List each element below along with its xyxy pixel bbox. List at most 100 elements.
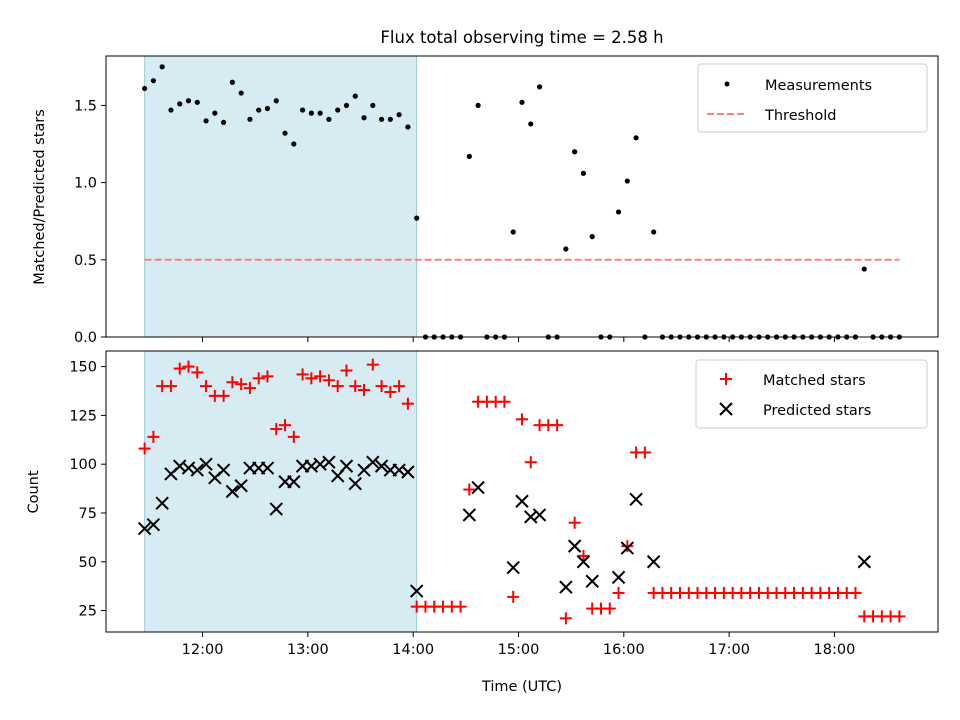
bottom-legend: Matched stars Predicted stars xyxy=(695,359,928,429)
matched-stars-point xyxy=(621,540,634,553)
measurements-point xyxy=(194,99,200,105)
legend-measurements-marker xyxy=(724,81,730,87)
matched-stars-point xyxy=(314,370,327,383)
measurements-point xyxy=(221,119,227,125)
measurements-point xyxy=(528,121,534,127)
bottom-y-axis-label: Count xyxy=(26,470,42,513)
matched-stars-point xyxy=(577,549,590,562)
predicted-stars-point xyxy=(225,484,240,499)
matched-stars-point xyxy=(305,372,318,385)
matched-stars-point xyxy=(401,397,414,410)
measurements-point xyxy=(273,98,279,104)
matched-stars-point xyxy=(638,446,651,459)
predicted-stars-point xyxy=(339,459,354,473)
measurements-point xyxy=(212,110,218,116)
measurements-point xyxy=(405,124,411,130)
matched-stars-point xyxy=(252,372,265,385)
predicted-stars-point xyxy=(269,502,283,516)
measurements-point xyxy=(247,116,253,122)
predicted-stars-point xyxy=(857,555,871,569)
measurements-point xyxy=(580,170,587,176)
matched-stars-point xyxy=(279,419,292,432)
predicted-stars-point xyxy=(585,574,599,588)
matched-stars-point xyxy=(226,376,239,389)
matched-stars-point xyxy=(331,380,344,393)
top-y-tick-label: 1.0 xyxy=(74,176,97,192)
predicted-stars-point xyxy=(216,463,231,477)
matched-stars-point xyxy=(893,610,906,623)
measurements-point xyxy=(387,116,393,122)
predicted-stars-point xyxy=(155,496,169,510)
bottom-y-tick-label: 25 xyxy=(79,604,97,620)
measurements-point xyxy=(291,141,297,147)
measurements-point xyxy=(326,116,332,122)
predicted-stars-point xyxy=(374,459,389,473)
predicted-stars-point xyxy=(532,508,547,522)
predicted-stars-point xyxy=(524,510,538,524)
predicted-stars-point xyxy=(462,508,477,522)
measurements-point xyxy=(651,229,657,235)
measurements-point xyxy=(414,215,420,221)
matched-stars-point xyxy=(603,602,616,615)
measurements-point xyxy=(150,78,156,84)
measurements-point xyxy=(589,234,595,240)
predicted-stars-point xyxy=(260,461,275,475)
bottom-axes-frame xyxy=(105,350,939,633)
matched-stars-point xyxy=(340,364,353,377)
matched-stars-point xyxy=(243,382,256,395)
matched-stars-point xyxy=(612,586,625,599)
predicted-stars-point xyxy=(366,455,380,469)
measurements-point xyxy=(633,135,639,141)
measurements-point xyxy=(168,107,174,113)
x-tick-label: 18:00 xyxy=(814,642,856,658)
measurements-point xyxy=(343,102,350,109)
chart-title: Flux total observing time = 2.58 h xyxy=(380,28,663,47)
bottom-legend-box xyxy=(695,359,928,429)
bottom-panel: 25 50 75 100 125 150 12:00 13:00 14:00 15:00 16:00… xyxy=(26,350,939,695)
predicted-stars-point xyxy=(322,455,336,469)
legend-predicted-label: Predicted stars xyxy=(763,403,871,419)
top-y-tick-label: 1.5 xyxy=(74,98,97,114)
measurements-point xyxy=(185,98,192,104)
measurements-point xyxy=(536,84,543,90)
predicted-stars-point xyxy=(576,555,591,569)
legend-matched-label: Matched stars xyxy=(763,373,866,389)
top-legend-box xyxy=(697,63,928,133)
matched-stars-point xyxy=(235,378,248,391)
matched-stars-point xyxy=(182,360,195,373)
top-observing-window-shade xyxy=(144,56,417,337)
measurements-point xyxy=(572,149,578,155)
predicted-stars-point xyxy=(629,492,643,507)
measurements-point xyxy=(142,85,148,92)
predicted-stars-point xyxy=(515,494,529,508)
measurements-point xyxy=(861,266,867,272)
top-panel: 0.0 0.5 1.0 1.5 Matched/Predicted stars Mea… xyxy=(32,55,939,346)
measurements-point xyxy=(466,153,472,159)
x-tick-label: 17:00 xyxy=(708,642,750,658)
measurements-point xyxy=(203,118,209,124)
measurements-point xyxy=(624,178,630,184)
bottom-y-tick-label: 50 xyxy=(79,555,97,571)
predicted-stars-point xyxy=(146,517,161,532)
bottom-y-tick-label: 75 xyxy=(79,506,97,522)
matched-stars-point xyxy=(147,430,160,443)
matched-stars-point xyxy=(463,483,476,496)
x-tick-label: 12:00 xyxy=(182,642,224,658)
bottom-y-tick-label: 150 xyxy=(69,360,97,376)
measurements-point xyxy=(317,110,323,116)
predicted-stars-point xyxy=(199,457,213,471)
predicted-stars-point xyxy=(471,480,485,495)
bottom-y-tick-label: 100 xyxy=(69,457,97,473)
top-legend: Measurements Threshold xyxy=(697,63,928,133)
matched-stars-point xyxy=(568,516,581,529)
measurements-point xyxy=(264,105,271,112)
x-tick-label: 13:00 xyxy=(287,642,329,658)
top-y-tick-label: 0.0 xyxy=(74,330,97,346)
matched-stars-point xyxy=(261,370,274,383)
measurements-point xyxy=(308,110,314,116)
x-axis-label: Time (UTC) xyxy=(481,679,562,695)
measurements-point xyxy=(299,107,306,113)
matched-stars-point xyxy=(849,586,862,599)
predicted-stars-point xyxy=(646,555,661,569)
